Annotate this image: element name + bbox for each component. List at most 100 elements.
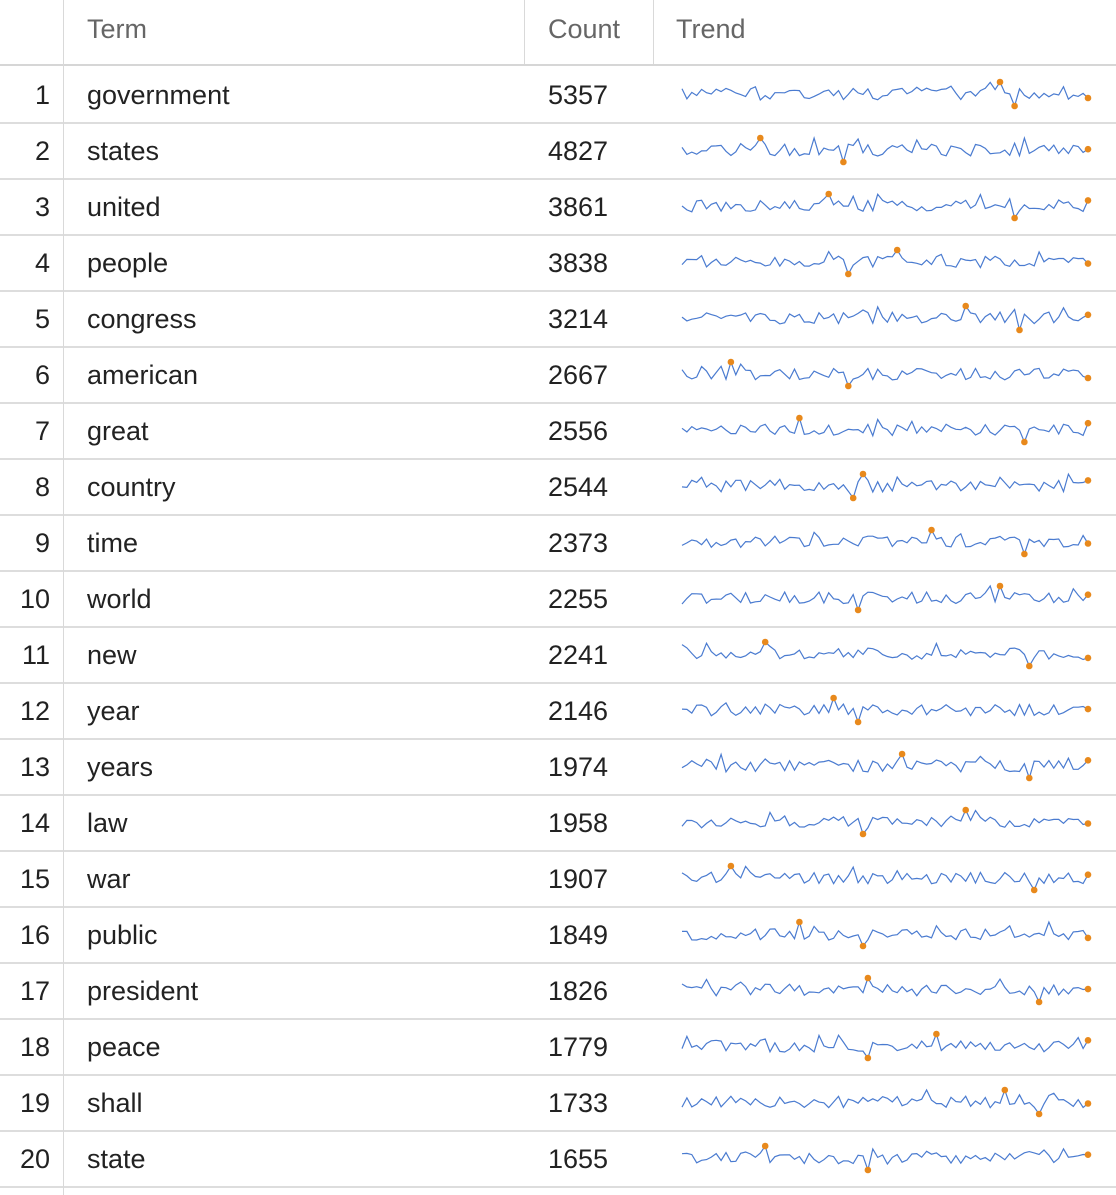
trend-sparkline [681,694,1092,726]
trend-last-marker [1084,94,1092,102]
term-cell: war [87,864,131,894]
term-cell: public [87,920,158,950]
row-index: 13 [19,752,50,782]
trend-line [681,472,1089,500]
term-cell: people [87,248,169,278]
index-column-divider [63,0,64,1195]
trend-line [681,1144,1089,1173]
trend-min-marker [1016,326,1023,334]
count-header-label: Count [548,14,621,44]
term-cell: shall [87,1088,143,1118]
count-cell: 2146 [548,696,609,726]
count-cell: 2556 [548,416,609,446]
term-column-header[interactable]: Term [64,0,524,66]
table-row[interactable]: 7 great 2556 [0,404,1116,460]
row-index: 11 [21,640,50,670]
trend-last-marker [1084,1151,1092,1158]
row-index: 10 [19,584,50,614]
table-row[interactable]: 2 states 4827 [0,124,1116,180]
count-column-divider[interactable] [653,0,654,64]
row-index: 18 [19,1032,50,1062]
row-index: 8 [34,472,50,502]
table-row[interactable]: 11 new 2241 [0,628,1116,684]
table-row[interactable]: 13 years 1974 [0,740,1116,796]
table-row[interactable]: 18 peace 1779 [0,1020,1116,1076]
trend-line [681,976,1089,1004]
trend-max-marker [825,190,832,198]
table-row[interactable]: 17 president 1826 [0,964,1116,1020]
term-cell: new [87,640,137,670]
count-cell: 1958 [548,808,609,838]
trend-column-header[interactable]: Trend [653,0,1116,66]
row-index: 19 [19,1088,50,1118]
table-row[interactable]: 20 state 1655 [0,1132,1116,1188]
term-column-divider[interactable] [524,0,525,64]
table-row[interactable]: 8 country 2544 [0,460,1116,516]
trend-line [681,808,1089,836]
count-cell: 1779 [548,1032,609,1062]
count-cell: 3214 [548,304,609,334]
count-cell: 1826 [548,976,609,1006]
count-cell: 1733 [548,1088,609,1118]
trend-sparkline [682,918,1092,950]
term-cell: years [87,752,154,782]
trend-sparkline [681,414,1092,446]
count-cell: 4827 [548,136,609,166]
count-cell: 3838 [548,248,609,278]
trend-line [681,415,1089,444]
trend-last-marker [1084,757,1092,764]
trend-sparkline [681,974,1092,1006]
trend-sparkline [681,1142,1092,1174]
trend-max-marker [933,1030,940,1038]
trend-line [681,752,1089,780]
trend-min-marker [1011,102,1018,110]
trend-max-marker [962,806,969,814]
trend-min-marker [1026,662,1033,670]
table-row[interactable]: 15 war 1907 [0,852,1116,908]
row-index: 7 [34,416,50,446]
term-cell: united [87,192,161,222]
trend-sparkline [681,1030,1092,1062]
trend-sparkline [681,638,1092,670]
trend-line [681,1088,1089,1116]
row-index: 2 [34,136,50,166]
index-column-header[interactable] [0,0,64,66]
trend-max-marker [830,694,837,702]
trend-max-marker [796,918,803,926]
trend-line [681,248,1089,276]
count-cell: 1974 [548,752,609,782]
trend-last-marker [1084,145,1092,153]
trend-last-marker [1084,1100,1092,1107]
table-row[interactable]: 4 people 3838 [0,236,1116,292]
table-row[interactable]: 16 public 1849 [0,908,1116,964]
table-row[interactable]: 5 congress 3214 [0,292,1116,348]
table-row[interactable]: 6 american 2667 [0,348,1116,404]
row-index: 5 [34,304,50,334]
term-cell: law [87,808,128,838]
row-index: 12 [19,696,50,726]
trend-last-marker [1084,311,1092,319]
trend-max-marker [996,78,1004,86]
trend-line [681,641,1089,668]
count-column-header[interactable]: Count [524,0,653,66]
table-row[interactable]: 9 time 2373 [0,516,1116,572]
trend-last-marker [1084,260,1092,267]
row-index: 20 [19,1144,50,1174]
table-row[interactable]: 1 government 5357 [0,68,1116,124]
trend-line [681,1032,1089,1060]
table-row[interactable]: 19 shall 1733 [0,1076,1116,1132]
term-cell: time [87,528,139,558]
trend-min-marker [1035,998,1043,1006]
table-row[interactable]: 3 united 3861 [0,180,1116,236]
table-row[interactable]: 14 law 1958 [0,796,1116,852]
table-row[interactable]: 10 world 2255 [0,572,1116,628]
term-cell: states [87,136,160,166]
trend-min-marker [854,718,862,726]
trend-last-marker [1084,705,1092,713]
term-cell: government [87,80,230,110]
table-row[interactable]: 12 year 2146 [0,684,1116,740]
trend-min-marker [1011,214,1018,222]
trend-header-label: Trend [676,14,746,44]
trend-sparkline [681,246,1092,278]
trend-min-marker [849,494,857,502]
